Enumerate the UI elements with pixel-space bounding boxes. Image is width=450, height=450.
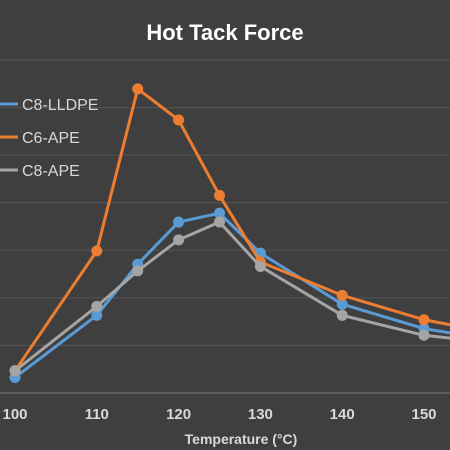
data-point <box>336 309 348 321</box>
series-line <box>14 220 450 372</box>
legend: C8-LLDPE C6-APE C8-APE <box>0 97 98 180</box>
x-axis-title: Temperature (°C) <box>185 431 298 447</box>
data-point <box>9 365 21 377</box>
data-point <box>336 298 348 310</box>
data-point <box>418 314 430 326</box>
data-point <box>91 300 103 312</box>
legend-label: C8-LLDPE <box>22 97 98 114</box>
data-point <box>214 207 225 219</box>
x-tick-label: 140 <box>330 406 355 423</box>
data-point <box>254 260 266 272</box>
data-point <box>91 245 103 257</box>
x-tick-label: 100 <box>2 406 27 423</box>
legend-item: C6-APE <box>0 130 80 147</box>
legend-item: C8-APE <box>0 163 80 180</box>
data-point <box>91 309 103 321</box>
data-point <box>173 216 185 228</box>
legend-label: C8-APE <box>22 163 80 180</box>
data-point <box>173 234 185 246</box>
x-tick-label: 150 <box>411 406 436 423</box>
data-point <box>173 114 185 126</box>
chart-title: Hot Tack Force <box>146 20 303 45</box>
x-tick-label: 130 <box>248 406 273 423</box>
legend-label: C6-APE <box>22 130 80 147</box>
data-point <box>132 265 144 277</box>
data-point <box>418 329 430 341</box>
data-point <box>214 216 225 228</box>
series-c8-ape <box>9 216 450 377</box>
legend-item: C8-LLDPE <box>0 97 98 114</box>
series-lines <box>9 83 450 383</box>
data-point <box>336 289 348 301</box>
data-point <box>132 83 144 95</box>
x-tick-label: 110 <box>85 406 109 423</box>
x-tick-label: 120 <box>166 406 191 423</box>
data-point <box>214 189 225 201</box>
x-tick-labels: 100 110 120 130 140 150 <box>2 406 436 423</box>
